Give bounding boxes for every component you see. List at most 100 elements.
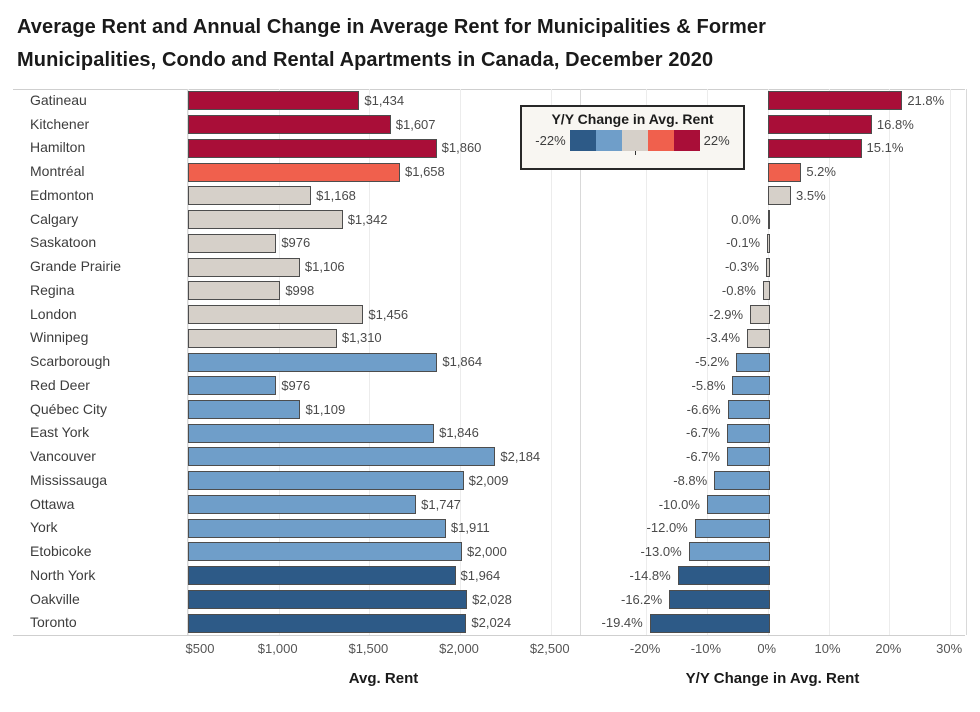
row-label-oakville[interactable]: Oakville: [30, 590, 80, 607]
rent-bar-regina[interactable]: [188, 281, 281, 301]
change-bar-east-york[interactable]: [726, 423, 770, 443]
row-label-london[interactable]: London: [30, 305, 77, 322]
rent-bar-montr-al[interactable]: [188, 162, 400, 182]
rent-bar-qu-bec-city[interactable]: [188, 399, 301, 419]
change-bar-vancouver[interactable]: [726, 447, 770, 467]
row-label-york[interactable]: York: [30, 519, 58, 536]
rent-bar-gatineau[interactable]: [188, 91, 360, 111]
rent-bar-hamilton[interactable]: [188, 138, 437, 158]
change-bar-london[interactable]: [750, 305, 770, 325]
legend-swatch-4[interactable]: [673, 130, 700, 151]
rent-bar-grande-prairie[interactable]: [188, 257, 300, 277]
change-bar-saskatoon[interactable]: [767, 233, 770, 253]
row-label-edmonton[interactable]: Edmonton: [30, 186, 94, 203]
change-tick-label: -10%: [690, 641, 722, 656]
change-bar-winnipeg[interactable]: [747, 328, 770, 348]
change-bar-grande-prairie[interactable]: [765, 257, 770, 277]
change-bar-scarborough[interactable]: [736, 352, 770, 372]
legend-swatch-2[interactable]: [621, 130, 648, 151]
change-value-label: -6.7%: [686, 425, 720, 441]
row-label-qu-bec-city[interactable]: Québec City: [30, 400, 108, 417]
row-label-vancouver[interactable]: Vancouver: [30, 448, 96, 465]
rent-bar-oakville[interactable]: [188, 589, 468, 609]
rent-value-label: $1,911: [450, 520, 490, 536]
rent-value-label: $1,310: [341, 330, 382, 346]
legend-swatch-0[interactable]: [569, 130, 596, 151]
rent-bar-mississauga[interactable]: [188, 471, 464, 491]
chart-title: Average Rent and Annual Change in Averag…: [17, 11, 963, 77]
rent-bar-etobicoke[interactable]: [188, 542, 463, 562]
row-label-gatineau[interactable]: Gatineau: [30, 92, 87, 108]
row-label-red-deer[interactable]: Red Deer: [30, 376, 90, 393]
change-value-label: -5.2%: [695, 354, 730, 370]
change-bar-calgary[interactable]: [767, 210, 770, 230]
change-value-label: -0.1%: [726, 235, 761, 251]
row-label-north-york[interactable]: North York: [30, 566, 96, 583]
change-bar-red-deer[interactable]: [732, 376, 770, 396]
row-label-winnipeg[interactable]: Winnipeg: [30, 329, 89, 346]
rent-bar-kitchener[interactable]: [188, 115, 391, 135]
rent-bar-toronto[interactable]: [188, 613, 467, 633]
legend-zero-tick: [634, 151, 636, 155]
change-value-label: -10.0%: [658, 496, 700, 512]
gridline: [828, 89, 830, 635]
row-label-east-york[interactable]: East York: [30, 424, 90, 441]
change-bar-montr-al[interactable]: [767, 162, 802, 182]
legend-swatch-3[interactable]: [647, 130, 674, 151]
change-bar-toronto[interactable]: [649, 613, 770, 633]
rent-value-label: $1,168: [316, 187, 356, 203]
rent-bar-saskatoon[interactable]: [188, 233, 277, 253]
change-value-label: -0.8%: [721, 282, 756, 298]
rent-bar-edmonton[interactable]: [188, 186, 312, 206]
rent-bar-calgary[interactable]: [188, 210, 343, 230]
change-bar-gatineau[interactable]: [767, 91, 903, 111]
row-label-kitchener[interactable]: Kitchener: [30, 115, 90, 132]
change-bar-qu-bec-city[interactable]: [727, 399, 770, 419]
rent-value-label: $2,028: [472, 591, 512, 607]
row-label-grande-prairie[interactable]: Grande Prairie: [30, 258, 122, 275]
rent-tick-label: $1,500: [348, 641, 389, 656]
rent-bar-winnipeg[interactable]: [188, 328, 337, 348]
rent-bar-scarborough[interactable]: [188, 352, 438, 372]
row-label-regina[interactable]: Regina: [30, 281, 75, 298]
rent-bar-vancouver[interactable]: [188, 447, 496, 467]
change-bar-oakville[interactable]: [669, 589, 770, 609]
gridline: [889, 89, 891, 635]
chart-title-line2: Municipalities, Condo and Rental Apartme…: [17, 49, 714, 71]
rent-value-label: $2,184: [500, 449, 541, 465]
legend-swatch-1[interactable]: [595, 130, 622, 151]
change-bar-kitchener[interactable]: [767, 115, 872, 135]
change-value-label: -19.4%: [601, 615, 643, 631]
rent-bar-ottawa[interactable]: [188, 494, 417, 514]
rent-bar-red-deer[interactable]: [188, 376, 277, 396]
change-bar-regina[interactable]: [762, 281, 770, 301]
rent-value-label: $1,456: [368, 306, 409, 322]
change-bar-hamilton[interactable]: [767, 138, 862, 158]
rent-bar-east-york[interactable]: [188, 423, 435, 443]
change-value-label: -13.0%: [640, 544, 682, 560]
change-bar-ottawa[interactable]: [706, 494, 770, 514]
rent-value-label: $2,009: [468, 472, 509, 488]
rent-value-label: $1,434: [364, 93, 405, 108]
row-label-calgary[interactable]: Calgary: [30, 210, 79, 227]
change-bar-york[interactable]: [694, 518, 770, 538]
rent-bar-york[interactable]: [188, 518, 446, 538]
row-label-ottawa[interactable]: Ottawa: [30, 495, 75, 512]
change-bar-edmonton[interactable]: [767, 186, 791, 206]
row-label-mississauga[interactable]: Mississauga: [30, 471, 108, 488]
change-bar-mississauga[interactable]: [714, 471, 770, 491]
change-value-label: 5.2%: [806, 164, 836, 180]
row-label-saskatoon[interactable]: Saskatoon: [30, 234, 97, 251]
row-label-scarborough[interactable]: Scarborough: [30, 353, 111, 370]
change-bar-north-york[interactable]: [677, 566, 770, 586]
row-label-toronto[interactable]: Toronto: [30, 614, 77, 631]
change-bar-etobicoke[interactable]: [688, 542, 770, 562]
row-label-hamilton[interactable]: Hamilton: [30, 139, 86, 156]
rent-bar-north-york[interactable]: [188, 566, 456, 586]
row-label-etobicoke[interactable]: Etobicoke: [30, 543, 92, 560]
rent-bar-london[interactable]: [188, 305, 364, 325]
change-value-label: 3.5%: [796, 187, 826, 203]
gridline: [646, 89, 648, 635]
row-label-montr-al[interactable]: Montréal: [30, 163, 85, 180]
